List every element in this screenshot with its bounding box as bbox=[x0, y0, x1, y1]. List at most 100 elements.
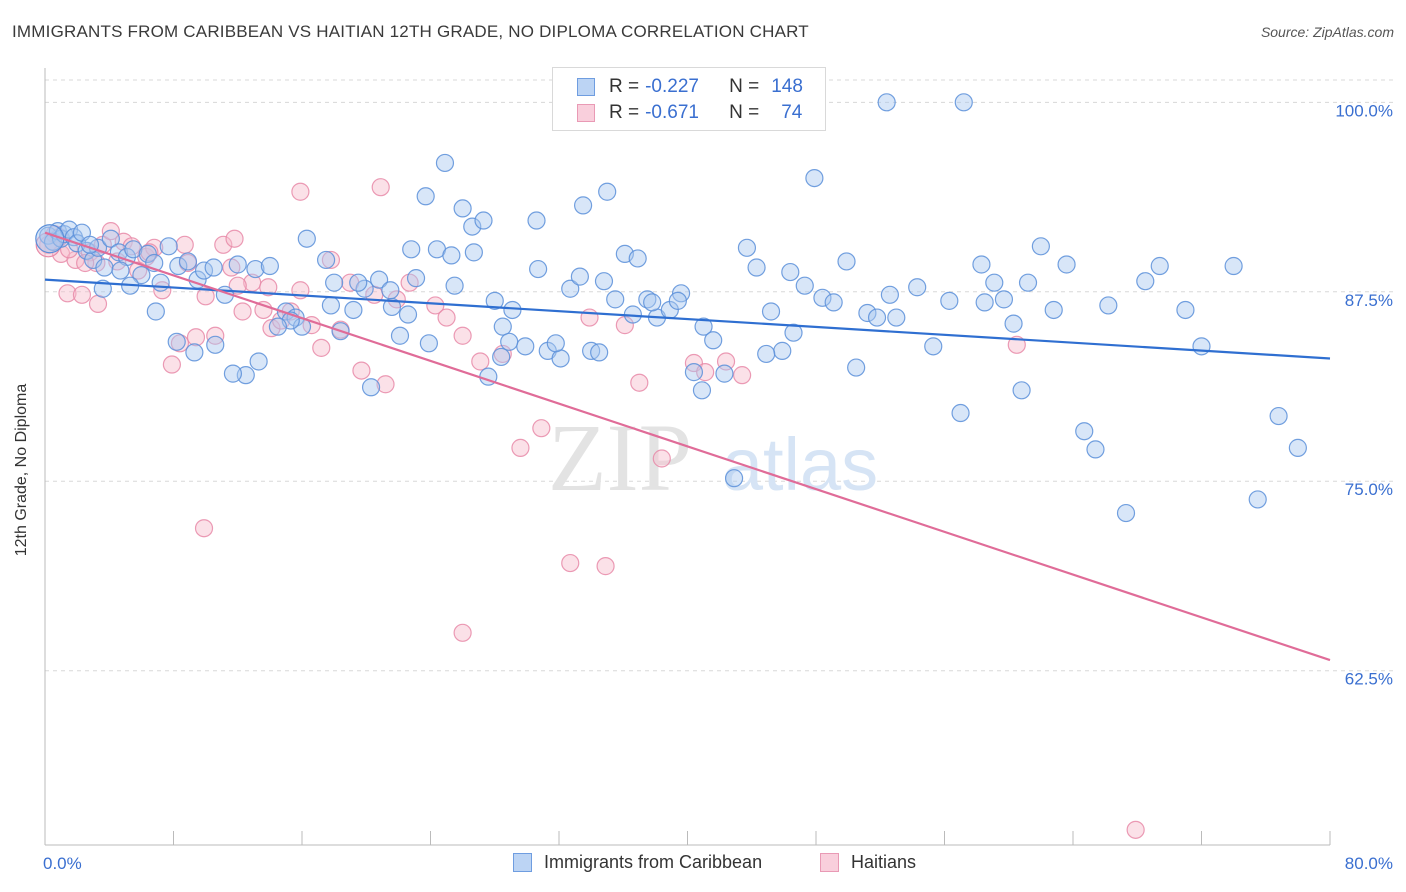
caribbean-point bbox=[316, 250, 336, 270]
caribbean-point bbox=[1031, 237, 1050, 256]
caribbean-point bbox=[223, 364, 243, 383]
caribbean-point bbox=[268, 317, 288, 336]
haitian-point bbox=[532, 419, 551, 438]
caribbean-point bbox=[124, 240, 143, 259]
legend-row-caribbean: R = -0.227 N = 148 bbox=[577, 75, 803, 99]
caribbean-point bbox=[724, 469, 744, 488]
caribbean-point bbox=[954, 93, 973, 112]
haitian-point bbox=[312, 338, 331, 357]
caribbean-trend-line bbox=[44, 278, 1331, 360]
caribbean-point bbox=[516, 337, 535, 356]
caribbean-point bbox=[638, 290, 657, 309]
caribbean-point bbox=[887, 308, 906, 327]
caribbean-point bbox=[737, 238, 757, 257]
caribbean-point bbox=[246, 259, 265, 279]
legend-swatch-blue bbox=[577, 78, 595, 96]
caribbean-point bbox=[111, 261, 130, 280]
caribbean-point bbox=[151, 273, 170, 292]
haitian-point bbox=[1126, 820, 1145, 839]
caribbean-point bbox=[159, 237, 178, 256]
legend-r-value: -0.671 bbox=[645, 102, 699, 123]
legend-row-haitians: R = -0.671 N = 74 bbox=[577, 101, 802, 125]
caribbean-point bbox=[972, 255, 991, 274]
caribbean-point bbox=[463, 217, 482, 236]
caribbean-point bbox=[781, 262, 800, 282]
caribbean-point bbox=[169, 256, 188, 276]
caribbean-point bbox=[101, 229, 120, 248]
caribbean-point bbox=[382, 297, 402, 317]
bottom-legend-haitians: Haitians bbox=[820, 852, 916, 873]
caribbean-point bbox=[704, 331, 723, 350]
legend-n-value: 148 bbox=[771, 76, 803, 97]
caribbean-point bbox=[485, 291, 504, 310]
haitian-point bbox=[733, 366, 752, 385]
haitian-point bbox=[196, 287, 215, 306]
caribbean-point bbox=[908, 278, 927, 297]
caribbean-point bbox=[867, 308, 887, 327]
caribbean-point bbox=[370, 270, 389, 289]
caribbean-point bbox=[500, 332, 519, 351]
caribbean-point bbox=[1044, 300, 1063, 320]
caribbean-point bbox=[837, 252, 856, 271]
caribbean-point bbox=[594, 272, 614, 291]
legend-n-label: N = bbox=[729, 76, 760, 97]
bottom-legend-swatch-pink bbox=[820, 853, 839, 872]
haitian-point bbox=[88, 294, 108, 313]
caribbean-point bbox=[381, 281, 400, 300]
caribbean-points bbox=[35, 93, 1307, 523]
caribbean-point bbox=[344, 300, 363, 320]
caribbean-point bbox=[795, 276, 814, 295]
haitian-point bbox=[72, 285, 92, 304]
caribbean-point bbox=[453, 199, 472, 218]
haitian-point bbox=[596, 557, 615, 576]
haitian-point bbox=[262, 319, 281, 338]
caribbean-point bbox=[546, 334, 565, 353]
haitian-point bbox=[371, 178, 390, 197]
caribbean-point bbox=[178, 252, 198, 271]
caribbean-point bbox=[1136, 272, 1155, 291]
haitian-point bbox=[228, 276, 247, 295]
caribbean-point bbox=[940, 291, 959, 310]
caribbean-point bbox=[924, 337, 943, 356]
caribbean-point bbox=[503, 300, 522, 320]
source-credit: Source: ZipAtlas.com bbox=[1260, 24, 1394, 40]
caribbean-point bbox=[321, 296, 341, 315]
bottom-legend-swatch-blue bbox=[513, 853, 532, 872]
caribbean-point bbox=[643, 293, 662, 312]
caribbean-point bbox=[406, 269, 426, 288]
caribbean-point bbox=[95, 258, 114, 277]
caribbean-point bbox=[206, 335, 225, 354]
caribbean-point bbox=[880, 285, 899, 304]
correlation-legend: R = -0.227 N = 148 R = -0.671 N = 74 bbox=[552, 67, 826, 131]
caribbean-point bbox=[694, 317, 713, 336]
caribbean-point bbox=[692, 381, 712, 400]
caribbean-point bbox=[398, 305, 418, 324]
haitian-point bbox=[437, 308, 456, 327]
haitian-point bbox=[225, 229, 244, 248]
caribbean-point bbox=[435, 153, 455, 173]
haitian-point bbox=[453, 623, 472, 642]
watermark: ZIP atlas bbox=[548, 404, 878, 511]
haitian-point bbox=[233, 302, 252, 321]
caribbean-point bbox=[824, 293, 843, 312]
caribbean-point bbox=[325, 273, 344, 292]
caribbean-point bbox=[805, 168, 824, 188]
caribbean-point bbox=[1224, 256, 1243, 276]
caribbean-point bbox=[185, 343, 204, 362]
caribbean-point bbox=[994, 290, 1014, 309]
y-axis-label: 12th Grade, No Diploma bbox=[13, 383, 30, 557]
haitian-trend-line bbox=[44, 231, 1331, 662]
caribbean-point bbox=[784, 323, 803, 342]
caribbean-point bbox=[492, 347, 511, 367]
caribbean-point bbox=[1248, 490, 1267, 509]
caribbean-point bbox=[684, 363, 704, 382]
haitian-point bbox=[259, 278, 278, 297]
caribbean-point bbox=[1075, 422, 1094, 441]
caribbean-point bbox=[146, 302, 165, 321]
caribbean-point bbox=[1057, 255, 1076, 274]
caribbean-point bbox=[276, 302, 296, 321]
haitian-point bbox=[630, 373, 649, 392]
caribbean-point bbox=[715, 364, 734, 383]
tick-labels: 62.5% 75.0% 87.5% 100.0% 0.0% 80.0% bbox=[43, 101, 1393, 873]
y-tick-label: 75.0% bbox=[1345, 480, 1393, 499]
